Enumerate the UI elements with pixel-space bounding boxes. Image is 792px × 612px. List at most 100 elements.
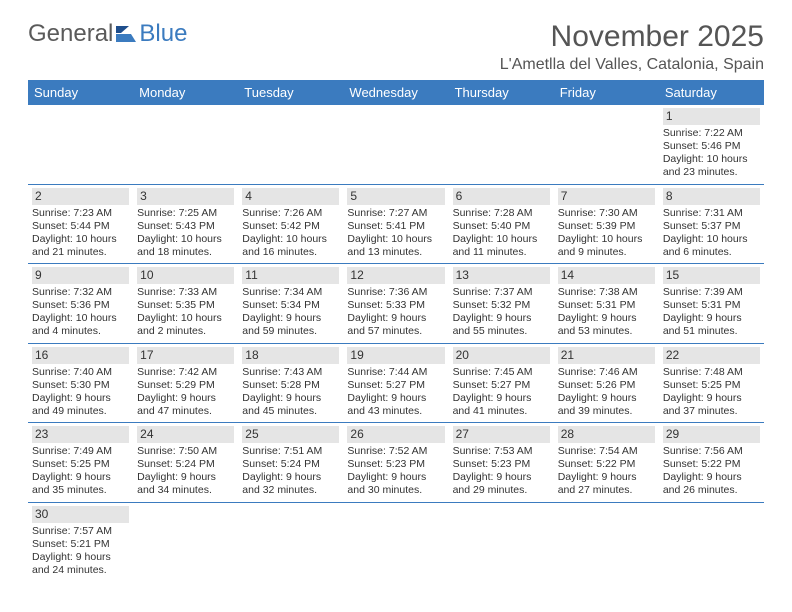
sunrise-text: Sunrise: 7:38 AM [558, 286, 655, 299]
day-number: 6 [453, 188, 550, 205]
day-info: Sunrise: 7:52 AMSunset: 5:23 PMDaylight:… [347, 445, 444, 498]
sunset-text: Sunset: 5:28 PM [242, 379, 339, 392]
sunrise-text: Sunrise: 7:56 AM [663, 445, 760, 458]
day-info: Sunrise: 7:37 AMSunset: 5:32 PMDaylight:… [453, 286, 550, 339]
sunset-text: Sunset: 5:23 PM [453, 458, 550, 471]
day-number: 9 [32, 267, 129, 284]
day-number: 7 [558, 188, 655, 205]
sunrise-text: Sunrise: 7:54 AM [558, 445, 655, 458]
day-number: 27 [453, 426, 550, 443]
day-number: 10 [137, 267, 234, 284]
sunset-text: Sunset: 5:32 PM [453, 299, 550, 312]
day-number: 17 [137, 347, 234, 364]
day-number: 11 [242, 267, 339, 284]
calendar-cell [133, 105, 238, 184]
calendar-cell: 14Sunrise: 7:38 AMSunset: 5:31 PMDayligh… [554, 264, 659, 344]
day-info: Sunrise: 7:39 AMSunset: 5:31 PMDaylight:… [663, 286, 760, 339]
calendar-cell [28, 105, 133, 184]
calendar-cell [238, 502, 343, 581]
day-number: 28 [558, 426, 655, 443]
location: L'Ametlla del Valles, Catalonia, Spain [500, 56, 764, 74]
day-info: Sunrise: 7:43 AMSunset: 5:28 PMDaylight:… [242, 366, 339, 419]
calendar-cell: 2Sunrise: 7:23 AMSunset: 5:44 PMDaylight… [28, 184, 133, 264]
day-info: Sunrise: 7:42 AMSunset: 5:29 PMDaylight:… [137, 366, 234, 419]
sunrise-text: Sunrise: 7:39 AM [663, 286, 760, 299]
sunset-text: Sunset: 5:29 PM [137, 379, 234, 392]
day-info: Sunrise: 7:46 AMSunset: 5:26 PMDaylight:… [558, 366, 655, 419]
daylight-text: Daylight: 9 hours and 37 minutes. [663, 392, 760, 418]
daylight-text: Daylight: 9 hours and 49 minutes. [32, 392, 129, 418]
calendar-cell [343, 105, 448, 184]
calendar-cell: 28Sunrise: 7:54 AMSunset: 5:22 PMDayligh… [554, 423, 659, 503]
daylight-text: Daylight: 9 hours and 35 minutes. [32, 471, 129, 497]
sunrise-text: Sunrise: 7:23 AM [32, 207, 129, 220]
sunset-text: Sunset: 5:27 PM [347, 379, 444, 392]
sunset-text: Sunset: 5:25 PM [32, 458, 129, 471]
sunset-text: Sunset: 5:23 PM [347, 458, 444, 471]
logo-text-general: General [28, 20, 113, 48]
day-info: Sunrise: 7:25 AMSunset: 5:43 PMDaylight:… [137, 207, 234, 260]
daylight-text: Daylight: 9 hours and 27 minutes. [558, 471, 655, 497]
day-number: 8 [663, 188, 760, 205]
calendar-cell: 21 Sunrise: 7:46 AMSunset: 5:26 PMDayligh… [554, 343, 659, 423]
sunset-text: Sunset: 5:24 PM [137, 458, 234, 471]
sunrise-text: Sunrise: 7:45 AM [453, 366, 550, 379]
sunrise-text: Sunrise: 7:52 AM [347, 445, 444, 458]
sunrise-text: Sunrise: 7:25 AM [137, 207, 234, 220]
daylight-text: Daylight: 9 hours and 53 minutes. [558, 312, 655, 338]
daylight-text: Daylight: 10 hours and 18 minutes. [137, 233, 234, 259]
day-info: Sunrise: 7:44 AMSunset: 5:27 PMDaylight:… [347, 366, 444, 419]
sunrise-text: Sunrise: 7:26 AM [242, 207, 339, 220]
calendar-cell: 15Sunrise: 7:39 AMSunset: 5:31 PMDayligh… [659, 264, 764, 344]
weekday-header: Wednesday [343, 80, 448, 105]
calendar-row: 16Sunrise: 7:40 AMSunset: 5:30 PMDayligh… [28, 343, 764, 423]
daylight-text: Daylight: 10 hours and 16 minutes. [242, 233, 339, 259]
calendar-cell: 24Sunrise: 7:50 AMSunset: 5:24 PMDayligh… [133, 423, 238, 503]
sunrise-text: Sunrise: 7:34 AM [242, 286, 339, 299]
calendar-cell: 3 Sunrise: 7:25 AMSunset: 5:43 PMDaylight… [133, 184, 238, 264]
daylight-text: Daylight: 9 hours and 26 minutes. [663, 471, 760, 497]
calendar-cell [133, 502, 238, 581]
calendar-cell: 26 Sunrise: 7:52 AMSunset: 5:23 PMDayligh… [343, 423, 448, 503]
day-info: Sunrise: 7:56 AMSunset: 5:22 PMDaylight:… [663, 445, 760, 498]
daylight-text: Daylight: 10 hours and 23 minutes. [663, 153, 760, 179]
sunrise-text: Sunrise: 7:51 AM [242, 445, 339, 458]
daylight-text: Daylight: 9 hours and 57 minutes. [347, 312, 444, 338]
calendar-cell: 20Sunrise: 7:45 AMSunset: 5:27 PMDayligh… [449, 343, 554, 423]
day-info: Sunrise: 7:30 AMSunset: 5:39 PMDaylight:… [558, 207, 655, 260]
calendar-cell: 23Sunrise: 7:49 AMSunset: 5:25 PMDayligh… [28, 423, 133, 503]
sunset-text: Sunset: 5:40 PM [453, 220, 550, 233]
day-number: 21 [558, 347, 655, 364]
weekday-header: Sunday [28, 80, 133, 105]
calendar-row: 9Sunrise: 7:32 AMSunset: 5:36 PMDaylight… [28, 264, 764, 344]
calendar-cell: 18Sunrise: 7:43 AMSunset: 5:28 PMDayligh… [238, 343, 343, 423]
sunrise-text: Sunrise: 7:40 AM [32, 366, 129, 379]
day-number: 5 [347, 188, 444, 205]
day-number: 25 [242, 426, 339, 443]
calendar-cell: 19Sunrise: 7:44 AMSunset: 5:27 PMDayligh… [343, 343, 448, 423]
sunrise-text: Sunrise: 7:27 AM [347, 207, 444, 220]
day-number: 22 [663, 347, 760, 364]
weekday-header: Friday [554, 80, 659, 105]
day-number: 13 [453, 267, 550, 284]
calendar-cell: 27Sunrise: 7:53 AMSunset: 5:23 PMDayligh… [449, 423, 554, 503]
calendar-row: 30Sunrise: 7:57 AMSunset: 5:21 PMDayligh… [28, 502, 764, 581]
day-info: Sunrise: 7:26 AMSunset: 5:42 PMDaylight:… [242, 207, 339, 260]
day-number: 26 [347, 426, 444, 443]
daylight-text: Daylight: 10 hours and 6 minutes. [663, 233, 760, 259]
calendar-body: 1Sunrise: 7:22 AMSunset: 5:46 PMDaylight… [28, 105, 764, 581]
sunrise-text: Sunrise: 7:30 AM [558, 207, 655, 220]
day-info: Sunrise: 7:57 AMSunset: 5:21 PMDaylight:… [32, 525, 129, 578]
calendar-cell: 1Sunrise: 7:22 AMSunset: 5:46 PMDaylight… [659, 105, 764, 184]
day-info: Sunrise: 7:48 AMSunset: 5:25 PMDaylight:… [663, 366, 760, 419]
sunset-text: Sunset: 5:39 PM [558, 220, 655, 233]
daylight-text: Daylight: 10 hours and 9 minutes. [558, 233, 655, 259]
sunrise-text: Sunrise: 7:28 AM [453, 207, 550, 220]
sunset-text: Sunset: 5:25 PM [663, 379, 760, 392]
sunrise-text: Sunrise: 7:42 AM [137, 366, 234, 379]
sunset-text: Sunset: 5:21 PM [32, 538, 129, 551]
calendar-cell [238, 105, 343, 184]
logo-flag-icon [115, 25, 137, 43]
day-number: 3 [137, 188, 234, 205]
calendar-cell: 10Sunrise: 7:33 AMSunset: 5:35 PMDayligh… [133, 264, 238, 344]
